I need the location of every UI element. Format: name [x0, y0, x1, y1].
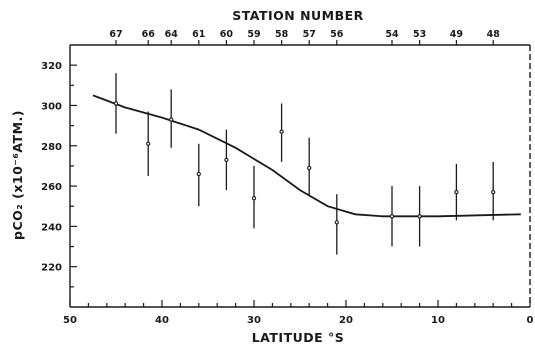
- station-label: 54: [385, 29, 399, 40]
- x-tick-label: 40: [155, 315, 169, 326]
- data-point: [389, 214, 395, 219]
- x-tick-label: 30: [247, 315, 261, 326]
- data-point: [307, 165, 312, 171]
- data-point: [454, 189, 459, 195]
- station-label: 49: [450, 29, 463, 40]
- data-point: [169, 117, 174, 122]
- station-label: 64: [165, 29, 179, 40]
- station-label: 56: [330, 29, 344, 40]
- data-point: [113, 101, 119, 106]
- data-point: [224, 157, 229, 163]
- data-point: [196, 171, 201, 177]
- station-label: 59: [247, 29, 260, 40]
- data-point: [251, 196, 257, 201]
- data-point: [279, 129, 284, 134]
- station-label: 61: [192, 29, 205, 40]
- data-point: [334, 220, 339, 225]
- station-label: 58: [275, 29, 289, 40]
- x-tick-label: 10: [431, 315, 445, 326]
- station-label: 67: [109, 29, 122, 40]
- y-tick-label: 300: [41, 101, 62, 112]
- station-label: 53: [413, 29, 426, 40]
- y-tick-label: 220: [41, 263, 62, 274]
- y-tick-label: 280: [41, 142, 62, 153]
- data-point: [417, 214, 422, 219]
- top-axis-title: STATION NUMBER: [232, 8, 364, 23]
- axes-group: 50 40 30 20 10 0 220 240 260 280 300 320 67 66 64 61 60 5…: [41, 29, 533, 326]
- station-label: 48: [487, 29, 501, 40]
- data-point: [146, 141, 151, 146]
- x-tick-label: 20: [339, 315, 353, 326]
- y-tick-label: 260: [41, 182, 62, 193]
- station-label: 57: [303, 29, 316, 40]
- x-tick-label: 0: [527, 315, 534, 326]
- x-axis-title: LATITUDE °S: [252, 330, 345, 345]
- y-tick-label: 320: [41, 61, 62, 72]
- station-label: 66: [142, 29, 156, 40]
- x-tick-label: 50: [63, 315, 77, 326]
- marks-group: [92, 73, 521, 255]
- y-axis-title: pCO₂ (x10⁻⁶ATM.): [10, 110, 25, 240]
- y-tick-label: 240: [41, 222, 62, 233]
- station-label: 60: [220, 29, 234, 40]
- data-point: [491, 189, 496, 195]
